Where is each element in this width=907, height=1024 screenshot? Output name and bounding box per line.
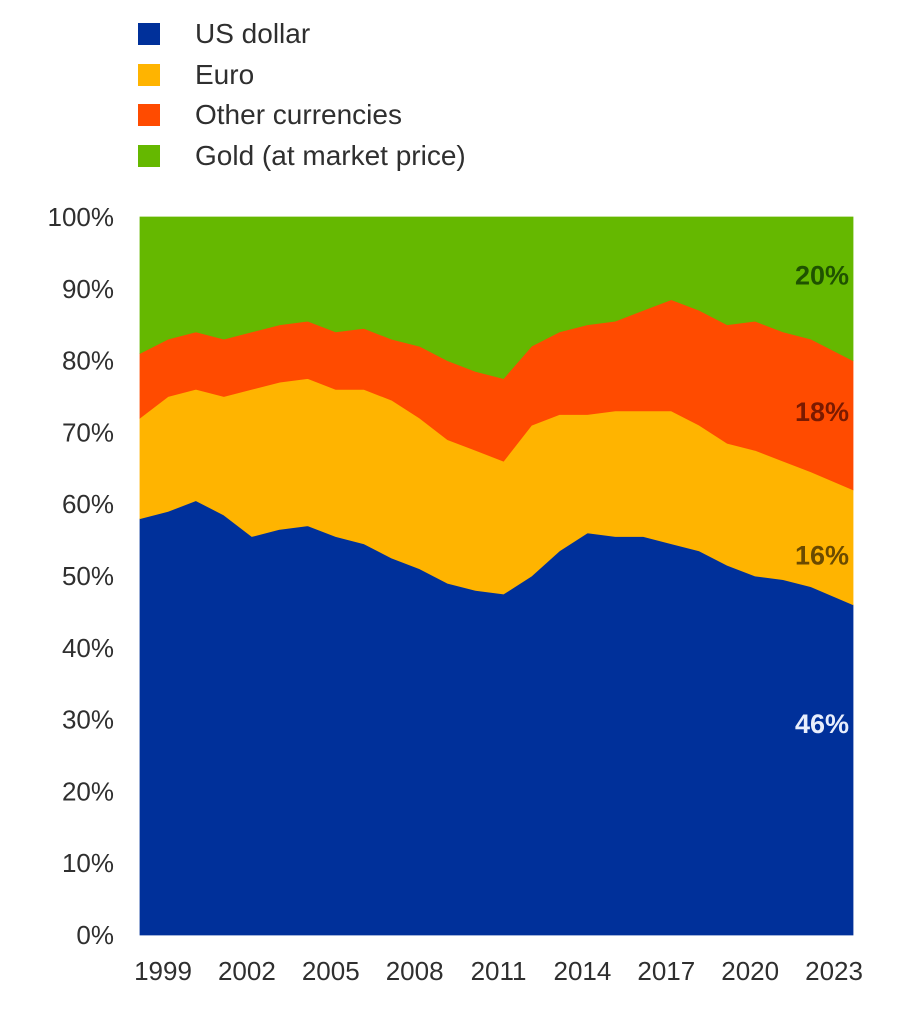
area-gold	[139, 216, 854, 379]
x-tick-label: 2002	[218, 956, 276, 986]
y-tick-label: 100%	[48, 202, 115, 232]
end-label-other: 18%	[795, 397, 849, 427]
y-tick-label: 70%	[62, 417, 114, 447]
y-tick-label: 90%	[62, 274, 114, 304]
end-label-gold: 20%	[795, 260, 849, 290]
x-tick-label: 2017	[637, 956, 695, 986]
end-label-usd: 46%	[795, 709, 849, 739]
y-tick-label: 60%	[62, 489, 114, 519]
legend-swatch-euro	[138, 63, 160, 86]
x-axis-ticks: 1999 2002 2005 2008 2011 2014 2017 2020 2023	[134, 956, 863, 986]
legend-swatch-usd	[138, 23, 160, 46]
x-tick-label: 2020	[721, 956, 779, 986]
y-axis-ticks: 0% 10% 20% 30% 40% 50% 60% 70% 80% 90% 100%	[48, 202, 115, 950]
x-tick-label: 2005	[302, 956, 360, 986]
x-tick-label: 2023	[805, 956, 863, 986]
legend-item-gold: Gold (at market price)	[138, 136, 466, 177]
y-tick-label: 0%	[76, 920, 114, 950]
x-tick-label: 2014	[553, 956, 611, 986]
legend-label-gold: Gold (at market price)	[195, 139, 466, 171]
legend-item-euro: Euro	[138, 55, 466, 96]
y-tick-label: 30%	[62, 705, 114, 735]
y-tick-label: 10%	[62, 848, 114, 878]
legend: US dollar Euro Other currencies Gold (at…	[138, 14, 466, 176]
legend-label-usd: US dollar	[195, 18, 311, 50]
legend-item-other: Other currencies	[138, 95, 466, 136]
y-tick-label: 40%	[62, 633, 114, 663]
legend-label-other: Other currencies	[195, 99, 402, 131]
legend-swatch-gold	[138, 144, 160, 167]
y-tick-label: 80%	[62, 346, 114, 376]
legend-swatch-other	[138, 104, 160, 127]
end-label-euro: 16%	[795, 540, 849, 570]
end-labels: 46% 16% 18% 20%	[795, 260, 849, 739]
y-tick-label: 50%	[62, 561, 114, 591]
x-tick-label: 1999	[134, 956, 192, 986]
y-tick-label: 20%	[62, 776, 114, 806]
legend-label-euro: Euro	[195, 58, 255, 90]
area-layers	[139, 216, 854, 936]
x-tick-label: 2011	[471, 956, 527, 986]
legend-item-usd: US dollar	[138, 14, 466, 55]
x-tick-label: 2008	[386, 956, 444, 986]
